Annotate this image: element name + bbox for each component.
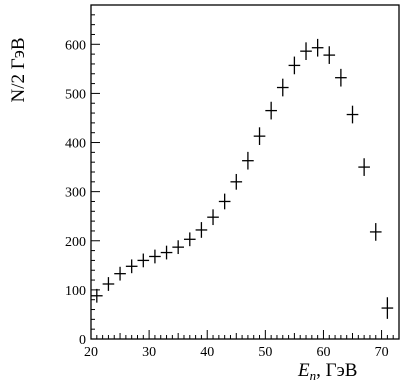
y-tick-label: 600 xyxy=(65,38,86,53)
x-axis-label-variable: E xyxy=(297,360,310,380)
data-point xyxy=(91,288,103,303)
data-point xyxy=(114,266,126,281)
x-tick-label: 30 xyxy=(142,345,156,360)
data-point xyxy=(323,46,336,64)
data-point xyxy=(276,78,289,97)
data-point xyxy=(253,127,266,145)
x-axis-label-unit: , ГэВ xyxy=(316,360,357,380)
ticks xyxy=(90,4,400,340)
x-tick-label: 20 xyxy=(84,345,98,360)
data-point xyxy=(288,56,301,75)
data-point xyxy=(358,158,370,176)
y-tick-label: 100 xyxy=(65,284,86,299)
x-axis-label: En, ГэВ xyxy=(297,360,357,380)
x-tick-label: 60 xyxy=(316,345,330,360)
data-point xyxy=(195,222,208,238)
y-tick-label: 500 xyxy=(65,87,86,102)
data-point xyxy=(265,101,277,120)
x-tick-label: 70 xyxy=(375,345,389,360)
tick-labels: 20 30 40 50 60 70 0 100 200 300 400 500 600 xyxy=(65,38,389,360)
data-point xyxy=(300,42,312,61)
data-point xyxy=(311,38,324,57)
data-point xyxy=(381,297,394,319)
x-tick-label: 40 xyxy=(200,345,214,360)
data-point xyxy=(335,68,347,87)
data-points xyxy=(91,38,394,319)
data-point xyxy=(102,277,115,291)
x-tick-label: 50 xyxy=(258,345,272,360)
data-point xyxy=(137,253,150,268)
data-point xyxy=(149,249,161,264)
y-axis-label: N/2 ГэВ xyxy=(8,37,29,102)
data-point xyxy=(369,223,382,241)
data-point xyxy=(230,173,243,190)
data-point xyxy=(160,245,173,260)
data-point xyxy=(172,240,184,255)
data-point xyxy=(218,193,231,210)
data-point xyxy=(183,232,196,247)
x-axis-label-subscript: n xyxy=(310,368,317,380)
data-point xyxy=(125,259,138,274)
y-tick-label: 300 xyxy=(65,186,86,201)
y-tick-label: 200 xyxy=(65,235,86,250)
y-tick-label: 0 xyxy=(79,333,86,348)
plot-frame xyxy=(90,4,400,340)
y-tick-label: 400 xyxy=(65,137,86,152)
data-point xyxy=(346,105,359,124)
data-point xyxy=(242,151,254,170)
data-point xyxy=(207,209,219,226)
